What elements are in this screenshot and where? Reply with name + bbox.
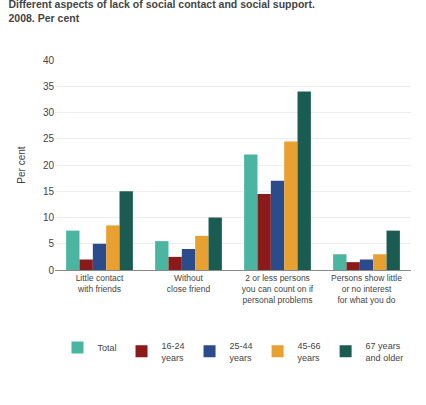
svg-text:20: 20 (43, 160, 55, 171)
svg-text:67 yearsand older: 67 yearsand older (366, 341, 404, 363)
svg-text:Little contactwith friends: Little contactwith friends (76, 273, 124, 294)
svg-text:35: 35 (43, 81, 55, 92)
svg-text:15: 15 (43, 186, 55, 197)
svg-text:10: 10 (43, 212, 55, 223)
svg-text:Different aspects of lack of s: Different aspects of lack of social cont… (9, 0, 315, 24)
svg-text:Total: Total (98, 343, 117, 353)
svg-text:2 or less personsyou can count: 2 or less personsyou can count on ifpers… (242, 273, 314, 305)
svg-text:0: 0 (48, 265, 54, 276)
svg-text:5: 5 (48, 238, 54, 249)
svg-text:30: 30 (43, 107, 55, 118)
svg-text:45-66years: 45-66years (298, 341, 321, 363)
svg-text:Persons show littleor no inter: Persons show littleor no interestfor wha… (331, 273, 402, 305)
svg-text:16-24years: 16-24years (162, 341, 185, 363)
svg-text:25-44years: 25-44years (230, 341, 253, 363)
svg-text:40: 40 (43, 55, 55, 66)
svg-text:Per cent: Per cent (16, 146, 27, 183)
svg-text:Withoutclose friend: Withoutclose friend (167, 273, 211, 294)
svg-text:25: 25 (43, 133, 55, 144)
